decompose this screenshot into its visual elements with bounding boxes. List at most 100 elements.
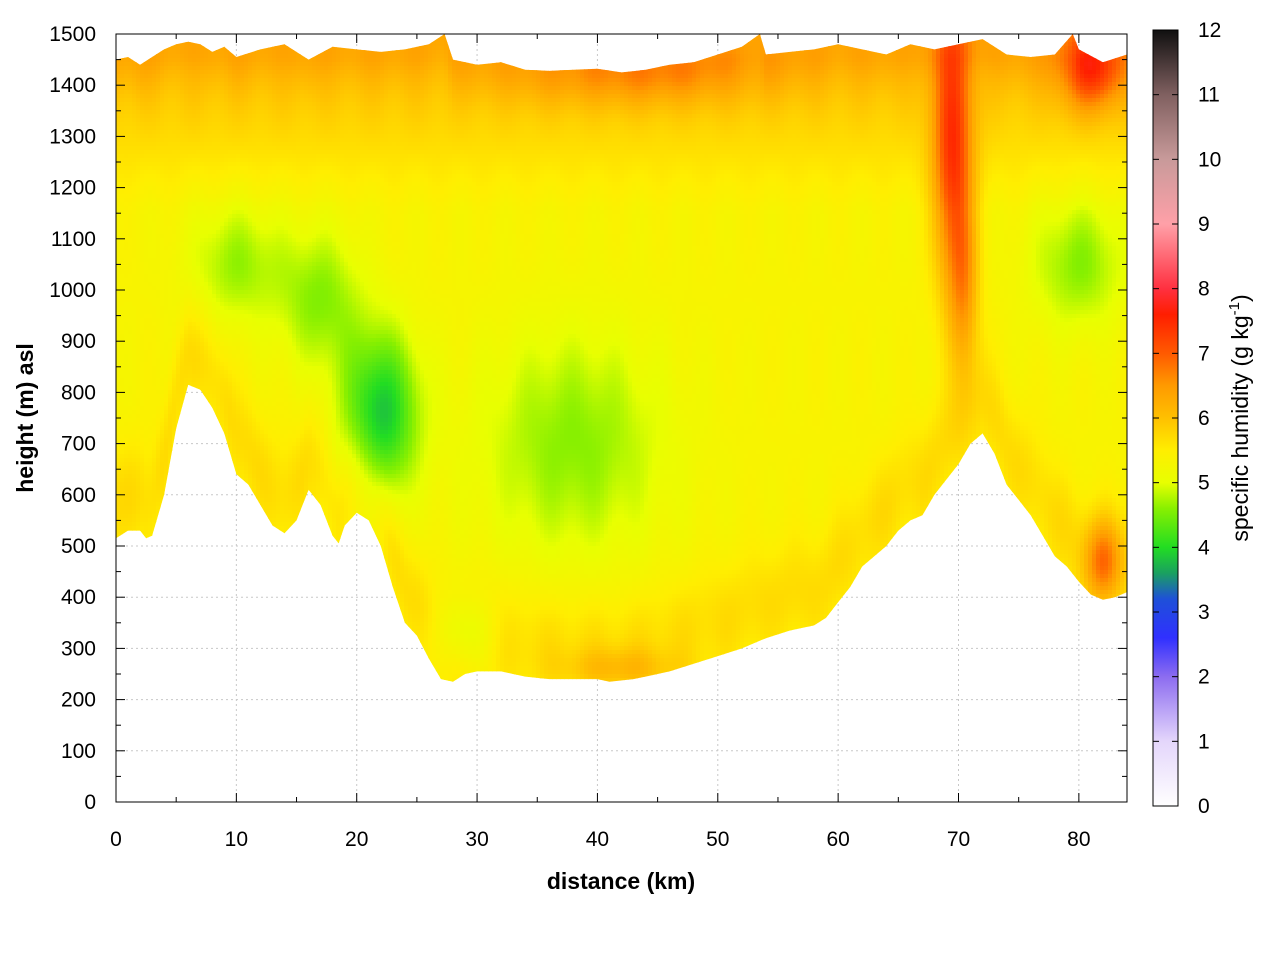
field-cell [136,62,141,67]
field-cell [172,650,177,655]
field-cell [204,274,209,279]
field-cell [144,102,149,107]
field-cell [204,114,209,119]
field-cell [120,330,125,335]
field-cell [216,442,221,447]
field-cell [212,394,217,399]
field-cell [124,206,129,211]
field-cell [196,694,201,699]
field-cell [204,774,209,779]
field-cell [168,778,173,783]
field-cell [208,774,213,779]
field-cell [128,190,133,195]
field-cell [200,790,205,795]
field-cell [136,46,141,51]
field-cell [120,634,125,639]
field-cell [184,454,189,459]
field-cell [120,338,125,343]
field-cell [116,482,121,487]
field-cell [164,706,169,711]
field-cell [156,166,161,171]
field-cell [124,354,129,359]
field-cell [176,374,181,379]
field-cell [216,498,221,503]
field-cell [212,106,217,111]
field-cell [196,370,201,375]
field-cell [152,566,157,571]
field-cell [136,514,141,519]
field-cell [216,218,221,223]
field-cell [168,122,173,127]
field-cell [188,530,193,535]
field-cell [128,462,133,467]
field-cell [144,162,149,167]
field-cell [116,422,121,427]
field-cell [148,262,153,267]
field-cell [128,334,133,339]
field-cell [164,610,169,615]
field-cell [144,778,149,783]
field-cell [128,102,133,107]
field-cell [132,378,137,383]
field-cell [212,662,217,667]
field-cell [204,746,209,751]
field-cell [208,182,213,187]
field-cell [120,474,125,479]
field-cell [172,454,177,459]
field-cell [196,62,201,67]
field-cell [164,490,169,495]
field-cell [164,790,169,795]
field-cell [200,758,205,763]
field-cell [152,70,157,75]
field-cell [180,718,185,723]
field-cell [196,594,201,599]
field-cell [176,34,181,39]
field-cell [176,206,181,211]
field-cell [192,666,197,671]
field-cell [192,550,197,555]
field-cell [192,706,197,711]
field-cell [168,194,173,199]
field-cell [116,602,121,607]
field-cell [148,466,153,471]
field-cell [128,42,133,47]
field-cell [128,478,133,483]
field-cell [184,558,189,563]
field-cell [192,442,197,447]
field-cell [124,714,129,719]
field-cell [196,354,201,359]
field-cell [148,462,153,467]
field-cell [196,74,201,79]
field-cell [216,74,221,79]
field-cell [120,618,125,623]
field-cell [164,582,169,587]
field-cell [184,218,189,223]
field-cell [156,346,161,351]
field-cell [128,614,133,619]
field-cell [208,586,213,591]
field-cell [204,498,209,503]
field-cell [116,74,121,79]
field-cell [140,34,145,39]
field-cell [184,738,189,743]
field-cell [152,290,157,295]
field-cell [164,70,169,75]
field-cell [132,202,137,207]
field-cell [164,90,169,95]
field-cell [124,698,129,703]
field-cell [216,126,221,131]
field-cell [168,470,173,475]
field-cell [160,782,165,787]
field-cell [144,682,149,687]
field-cell [168,710,173,715]
field-cell [164,674,169,679]
field-cell [196,674,201,679]
field-cell [156,454,161,459]
field-cell [176,306,181,311]
field-cell [160,482,165,487]
field-cell [164,282,169,287]
field-cell [196,466,201,471]
field-cell [156,410,161,415]
field-cell [184,146,189,151]
field-cell [120,726,125,731]
